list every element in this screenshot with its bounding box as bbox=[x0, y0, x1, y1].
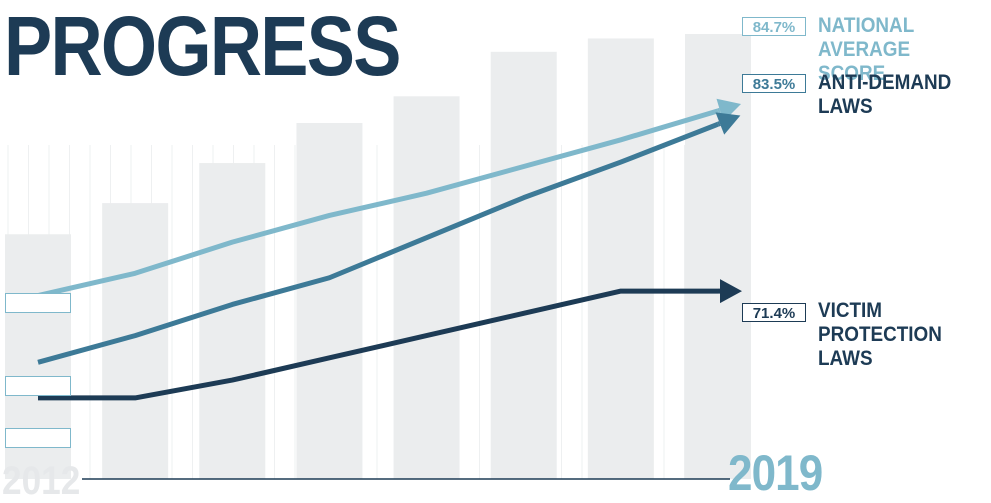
series-lines bbox=[37, 98, 742, 401]
series-name-national: NATIONAL AVERAGE SCORE bbox=[818, 14, 974, 86]
series-name-line: VICTIM bbox=[818, 299, 883, 322]
pct-label-victim: 71.4% bbox=[742, 303, 806, 322]
series-start-box-victim bbox=[5, 428, 71, 448]
series-name-antidemand: ANTI-DEMAND LAWS bbox=[818, 71, 951, 119]
x-end-label: 2019 bbox=[728, 445, 823, 501]
background-bar bbox=[685, 34, 751, 479]
series-name-line: AVERAGE SCORE bbox=[818, 38, 911, 85]
series-name-victim: VICTIM PROTECTION LAWS bbox=[818, 299, 942, 371]
x-start-label: 2012 bbox=[2, 459, 81, 503]
series-arrow-shaft bbox=[717, 121, 721, 127]
pct-label-national: 84.7% bbox=[742, 17, 806, 36]
background-bar bbox=[490, 51, 557, 480]
background-bar bbox=[199, 163, 266, 480]
series-name-line: NATIONAL bbox=[818, 14, 915, 37]
series-name-line: LAWS bbox=[818, 347, 873, 370]
pct-label-antidemand: 83.5% bbox=[742, 74, 806, 93]
series-arrow-head bbox=[715, 112, 741, 135]
series-line bbox=[38, 288, 718, 401]
series-line bbox=[37, 108, 719, 298]
series-name-line: LAWS bbox=[818, 95, 873, 118]
series-arrow-head bbox=[720, 279, 742, 304]
series-start-box-national bbox=[5, 293, 71, 313]
page-title: PROGRESS bbox=[4, 0, 401, 93]
series-line bbox=[37, 121, 719, 365]
background-bar bbox=[393, 96, 460, 480]
series-arrow-shaft bbox=[717, 107, 721, 114]
series-start-box-antidemand bbox=[5, 376, 71, 396]
background-bar bbox=[296, 123, 363, 479]
series-name-line: PROTECTION bbox=[818, 323, 942, 346]
background-bar bbox=[587, 38, 654, 479]
series-name-line: ANTI-DEMAND bbox=[818, 71, 952, 94]
